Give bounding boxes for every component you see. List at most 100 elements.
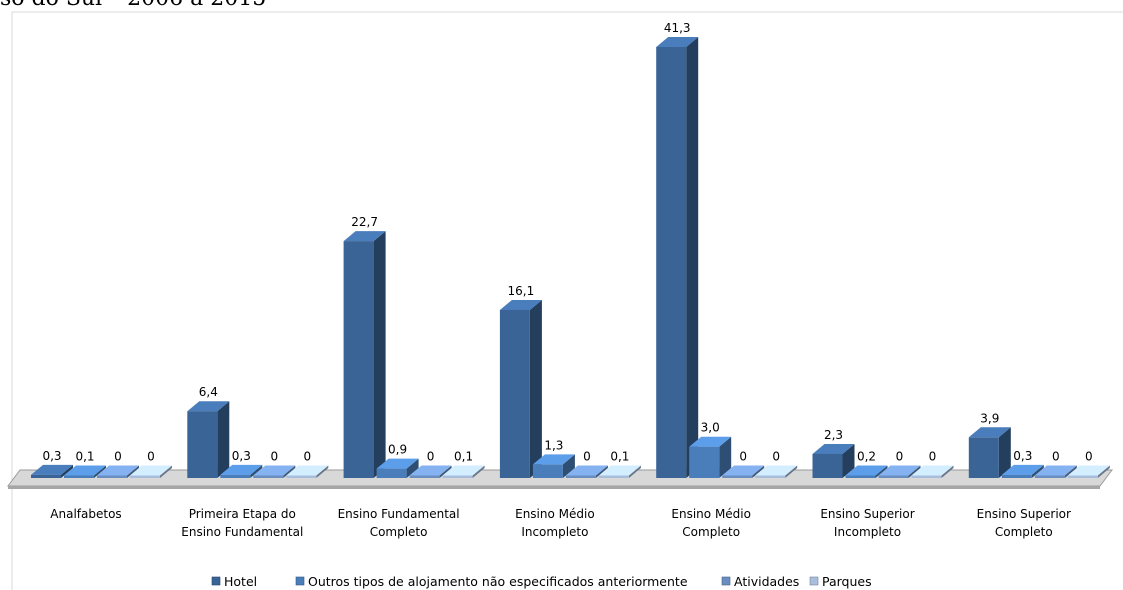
- bar-top-3-2: [442, 465, 485, 476]
- bar-side-3-6: [1097, 465, 1110, 478]
- legend-swatch-2: [721, 576, 731, 586]
- bar-top-1-0: [64, 465, 106, 476]
- x-tick-label-5: Ensino Superior: [820, 507, 914, 521]
- bar-top-3-5: [911, 465, 954, 476]
- x-tick-label-6-line2: Completo: [995, 525, 1053, 539]
- x-tick-label-2: Ensino Fundamental: [338, 507, 460, 521]
- bar-2-3: [565, 475, 596, 478]
- data-label-3-4: 0: [772, 450, 780, 464]
- bar-side-1-3: [562, 454, 575, 478]
- data-label-2-0: 0: [114, 450, 122, 464]
- bar-side-0-6: [998, 427, 1011, 478]
- bar-1-4: [689, 446, 720, 478]
- bar-top-2-6: [1034, 465, 1077, 476]
- legend-label-3: Parques: [822, 574, 872, 589]
- bar-top-2-4: [722, 465, 765, 476]
- data-label-1-0: 0,1: [75, 450, 94, 464]
- bar-top-1-3: [532, 454, 575, 465]
- bar-top-3-4: [755, 465, 798, 476]
- data-label-1-2: 0,9: [388, 443, 407, 457]
- data-label-1-5: 0,2: [857, 450, 876, 464]
- bar-side-1-6: [1031, 464, 1044, 478]
- bar-top-0-5: [812, 443, 855, 454]
- chart-floor-edge: [8, 486, 1100, 489]
- bar-side-0-0: [61, 464, 73, 478]
- bar-side-0-4: [686, 37, 699, 478]
- bar-2-4: [722, 475, 753, 478]
- data-label-1-6: 0,3: [1013, 449, 1032, 463]
- x-tick-label-3-line2: Incompleto: [521, 525, 588, 539]
- x-tick-label-2-line2: Completo: [370, 525, 428, 539]
- bar-3-4: [755, 475, 786, 478]
- bar-side-2-0: [127, 465, 139, 478]
- bar-top-1-5: [845, 465, 888, 476]
- bar-top-2-5: [878, 465, 921, 476]
- x-tick-label-4-line2: Completo: [682, 525, 740, 539]
- bar-side-3-0: [160, 465, 172, 478]
- data-label-3-2: 0,1: [454, 450, 473, 464]
- bar-side-0-2: [373, 231, 386, 478]
- data-label-2-1: 0: [270, 450, 278, 464]
- data-label-3-5: 0: [929, 450, 937, 464]
- data-label-2-5: 0: [896, 450, 904, 464]
- bar-top-3-0: [130, 465, 172, 476]
- data-label-0-4: 41,3: [664, 21, 691, 35]
- bar-top-0-6: [968, 427, 1011, 438]
- bar-1-5: [845, 475, 876, 478]
- data-label-1-1: 0,3: [232, 449, 251, 463]
- bar-0-3: [499, 309, 530, 478]
- data-label-0-0: 0,3: [42, 449, 61, 463]
- data-label-2-6: 0: [1052, 450, 1060, 464]
- bar-1-6: [1001, 474, 1032, 478]
- x-tick-label-4: Ensino Médio: [671, 507, 751, 521]
- bar-side-2-5: [908, 465, 921, 478]
- bar-side-3-3: [628, 465, 641, 478]
- bar-side-1-0: [94, 465, 106, 478]
- bar-side-0-1: [217, 401, 230, 478]
- data-label-0-3: 16,1: [508, 284, 535, 298]
- bar-side-2-3: [595, 465, 608, 478]
- x-tick-label-3: Ensino Médio: [515, 507, 595, 521]
- x-tick-label-6: Ensino Superior: [977, 507, 1071, 521]
- data-label-3-6: 0: [1085, 450, 1093, 464]
- bar-top-3-1: [286, 465, 329, 476]
- bar-side-1-1: [250, 464, 263, 478]
- legend-label-0: Hotel: [224, 574, 257, 589]
- data-label-3-3: 0,1: [610, 450, 629, 464]
- bar-top-1-4: [689, 436, 732, 447]
- bar-side-2-2: [439, 465, 452, 478]
- bar-top-0-4: [656, 37, 699, 47]
- data-label-2-2: 0: [427, 450, 435, 464]
- bar-side-1-2: [406, 458, 419, 478]
- bar-0-4: [656, 47, 687, 478]
- bar-side-1-4: [719, 436, 732, 478]
- data-label-2-4: 0: [739, 450, 747, 464]
- x-tick-label-1: Primeira Etapa do: [189, 507, 296, 521]
- data-label-1-4: 3,0: [701, 421, 720, 435]
- bar-top-3-3: [598, 465, 641, 476]
- bar-1-2: [376, 468, 407, 478]
- data-label-1-3: 1,3: [544, 438, 563, 452]
- bar-top-2-2: [409, 465, 452, 476]
- legend-label-2: Atividades: [734, 574, 799, 589]
- data-label-3-1: 0: [303, 450, 311, 464]
- bar-side-3-4: [785, 465, 798, 478]
- bar-0-6: [968, 437, 999, 478]
- bar-2-6: [1034, 475, 1065, 478]
- bar-2-5: [878, 475, 909, 478]
- legend-swatch-0: [211, 576, 221, 586]
- bar-1-0: [64, 475, 94, 478]
- bar-top-3-6: [1067, 465, 1110, 476]
- bar-top-2-1: [253, 465, 296, 476]
- bar-3-3: [598, 475, 629, 478]
- bar-side-2-1: [283, 465, 296, 478]
- bar-side-0-5: [842, 443, 855, 478]
- legend-swatch-1: [295, 576, 305, 586]
- bar-side-2-6: [1064, 465, 1077, 478]
- bar-top-0-3: [499, 299, 542, 310]
- bar-side-0-3: [529, 299, 542, 478]
- data-label-0-2: 22,7: [351, 215, 378, 229]
- bar-3-0: [130, 475, 160, 478]
- bar-3-2: [442, 475, 473, 478]
